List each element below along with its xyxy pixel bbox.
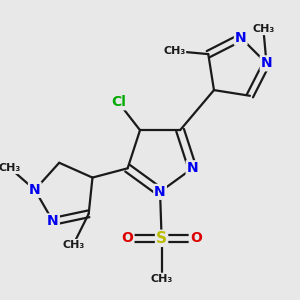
Text: O: O	[122, 231, 134, 245]
Text: CH₃: CH₃	[252, 24, 274, 34]
Text: N: N	[235, 31, 247, 45]
Text: N: N	[187, 161, 198, 175]
Text: N: N	[154, 185, 166, 199]
Text: Cl: Cl	[111, 95, 126, 109]
Text: CH₃: CH₃	[151, 274, 173, 284]
Text: CH₃: CH₃	[163, 46, 185, 56]
Text: O: O	[190, 231, 202, 245]
Text: N: N	[261, 56, 272, 70]
Text: S: S	[156, 231, 167, 246]
Text: N: N	[29, 183, 40, 197]
Text: CH₃: CH₃	[0, 163, 21, 173]
Text: CH₃: CH₃	[62, 240, 84, 250]
Text: N: N	[47, 214, 59, 228]
